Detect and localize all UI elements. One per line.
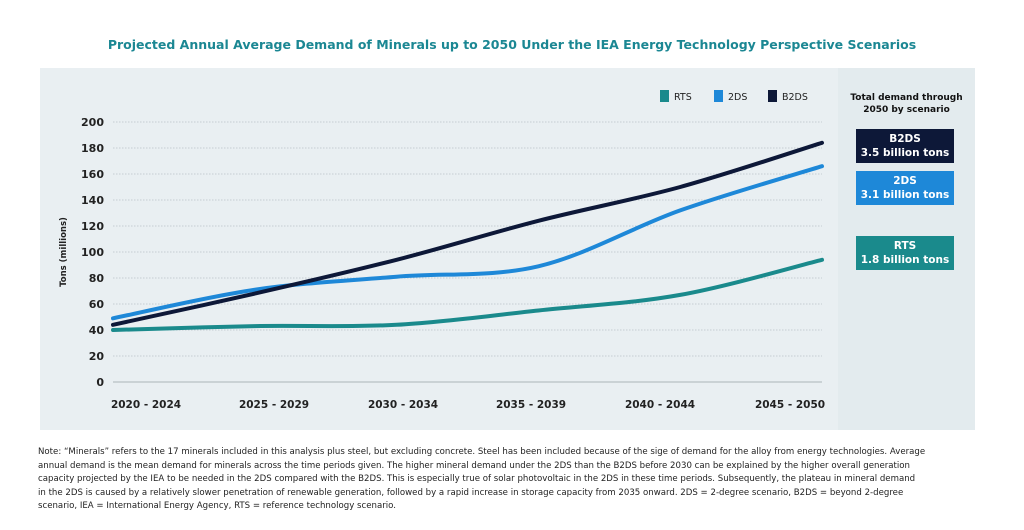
totals-heading: Total demand through 2050 by scenario (850, 93, 963, 115)
series-line-b2ds (111, 140, 824, 327)
y-tick-label: 160 (81, 168, 104, 181)
y-tick-label: 180 (81, 142, 104, 155)
legend-label-rts: RTS (674, 92, 692, 103)
x-tick-label: 2020 - 2024 (111, 399, 181, 411)
totals-panel: Total demand through 2050 by scenario B2… (838, 68, 975, 430)
y-axis-label: Tons (millions) (59, 217, 69, 287)
x-tick-label: 2045 - 2050 (755, 399, 825, 411)
y-tick-label: 20 (89, 350, 105, 363)
legend-label-2ds: 2DS (728, 92, 747, 103)
series-line-rts (111, 257, 824, 332)
total-box-2ds: 2DS 3.1 billion tons (856, 171, 954, 205)
total-box-rts: RTS 1.8 billion tons (856, 236, 954, 270)
y-tick-label: 80 (89, 272, 105, 285)
series-line-2ds (111, 164, 824, 321)
legend-swatch-b2ds (768, 90, 777, 102)
y-tick-label: 0 (96, 376, 104, 389)
x-tick-label: 2040 - 2044 (625, 399, 695, 411)
y-tick-label: 60 (89, 298, 105, 311)
legend-label-b2ds: B2DS (782, 92, 808, 103)
legend-swatch-2ds (714, 90, 723, 102)
legend-swatch-rts (660, 90, 669, 102)
y-tick-label: 100 (81, 246, 104, 259)
y-tick-label: 140 (81, 194, 104, 207)
x-tick-label: 2030 - 2034 (368, 399, 438, 411)
chart-note: Note: “Minerals” refers to the 17 minera… (38, 447, 926, 511)
y-tick-label: 120 (81, 220, 104, 233)
x-tick-label: 2025 - 2029 (239, 399, 309, 411)
chart-title: Projected Annual Average Demand of Miner… (107, 37, 917, 52)
total-box-b2ds: B2DS 3.5 billion tons (856, 129, 954, 163)
x-tick-label: 2035 - 2039 (496, 399, 566, 411)
y-tick-label: 40 (89, 324, 105, 337)
y-tick-label: 200 (81, 116, 104, 129)
